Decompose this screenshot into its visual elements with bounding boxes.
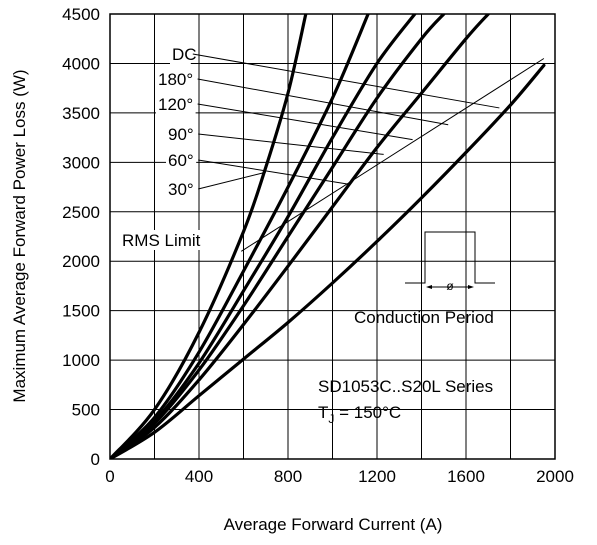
x-tick-label: 800 (274, 467, 302, 486)
rms-limit (241, 58, 545, 252)
x-tick-label: 400 (185, 467, 213, 486)
conduction-period-symbol: ø Conduction Period (354, 231, 495, 327)
curve-90-deg (110, 14, 417, 459)
label-180-deg: 180° (158, 70, 193, 89)
arrowhead-left (426, 285, 432, 289)
rms-limit-line (241, 58, 545, 252)
series-curves (110, 14, 546, 459)
tj-rest: = 150°C (334, 403, 401, 422)
label-bg-rms-limit (120, 230, 207, 250)
arrowhead-right (468, 285, 474, 289)
conduction-period-label: Conduction Period (354, 308, 494, 327)
label-dc: DC (172, 45, 197, 64)
leader-90-deg (198, 133, 384, 155)
y-axis-title: Maximum Average Forward Power Loss (W) (10, 69, 29, 402)
y-tick-label: 0 (91, 450, 100, 469)
x-tick-label: 1200 (358, 467, 396, 486)
curve-120-deg (110, 14, 446, 459)
y-tick-label: 2000 (62, 252, 100, 271)
curve-dc (110, 63, 546, 459)
leader-120-deg (197, 103, 413, 141)
x-tick-label: 2000 (536, 467, 574, 486)
y-tick-label: 4000 (62, 54, 100, 73)
y-tick-label: 2500 (62, 203, 100, 222)
tj-subscript: J (328, 412, 334, 426)
y-tick-label: 1000 (62, 351, 100, 370)
leader-180-deg (197, 78, 449, 126)
curve-30-deg (110, 14, 308, 459)
label-90-deg: 90° (168, 125, 194, 144)
curve-60-deg (110, 14, 370, 459)
series-name-label: SD1053C..S20L Series (318, 377, 493, 396)
label-30-deg: 30° (168, 180, 194, 199)
curve-180-deg (110, 14, 490, 459)
x-tick-label: 1600 (447, 467, 485, 486)
tj-label: TJ = 150°C (318, 403, 401, 426)
x-tick-label: 0 (105, 467, 114, 486)
y-tick-label: 1500 (62, 302, 100, 321)
label-bg-120-deg (156, 94, 196, 114)
tj-prefix: T (318, 403, 328, 422)
label-bg-90-deg (166, 124, 197, 144)
waveform (405, 231, 495, 284)
x-axis-title: Average Forward Current (A) (224, 515, 443, 534)
leader-dc (192, 53, 500, 109)
label-bg-30-deg (166, 179, 197, 199)
label-60-deg: 60° (168, 151, 194, 170)
label-120-deg: 120° (158, 95, 193, 114)
y-tick-label: 3500 (62, 104, 100, 123)
tick-labels: 0 400 800 1200 1600 2000 0 500 1000 1500 2000 2500 3… (62, 5, 574, 486)
label-bg-180-deg (156, 69, 196, 89)
label-bg-dc (170, 44, 191, 64)
leader-lines: DC 180° 120° 90° 60° 30° RMS Limit (120, 44, 500, 250)
label-rms-limit: RMS Limit (122, 231, 201, 250)
y-tick-label: 4500 (62, 5, 100, 24)
plot-frame (109, 13, 556, 460)
leader-60-deg (198, 159, 349, 185)
y-tick-label: 500 (72, 401, 100, 420)
y-tick-label: 3000 (62, 153, 100, 172)
leader-30-deg (198, 171, 266, 190)
phi-label: ø (446, 279, 454, 293)
label-bg-60-deg (166, 150, 197, 170)
